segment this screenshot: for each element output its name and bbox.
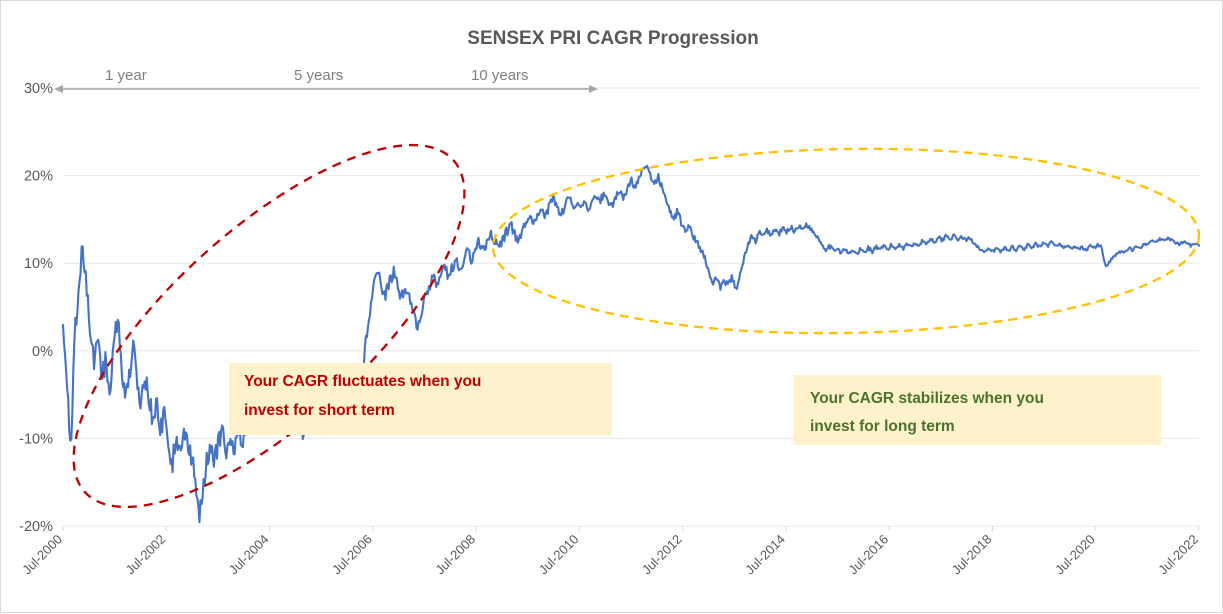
gridlines <box>63 87 1199 527</box>
y-axis-tick-label: 10% <box>24 256 53 272</box>
span-label-10-years: 10 years <box>471 67 529 84</box>
x-axis-tick-label: Jul-2010 <box>536 532 582 578</box>
long-term-callout-line2: invest for long term <box>810 418 955 435</box>
y-axis-tick-label: 20% <box>24 169 53 185</box>
long-term-callout: Your CAGR stabilizes when you invest for… <box>794 375 1161 445</box>
short-term-callout: Your CAGR fluctuates when you invest for… <box>229 363 612 435</box>
long-term-highlight-ellipse <box>491 147 1201 335</box>
x-axis-tick-label: Jul-2014 <box>742 532 788 578</box>
chart-title: SENSEX PRI CAGR Progression <box>467 28 758 49</box>
x-axis-tick-label: Jul-2006 <box>329 532 375 578</box>
x-axis-tick-label: Jul-2012 <box>639 532 685 578</box>
x-axis-labels: Jul-2000 Jul-2002 Jul-2004 Jul-2006 Jul-2008… <box>19 532 1201 578</box>
x-axis-tick-label: Jul-2002 <box>123 532 169 578</box>
data-series-line <box>61 164 1201 524</box>
span-label-1-year: 1 year <box>105 67 147 84</box>
y-axis-tick-label: -20% <box>19 519 53 535</box>
x-axis-ticks <box>62 526 1200 531</box>
x-axis-tick-label: Jul-2020 <box>1052 532 1098 578</box>
long-term-callout-line1: Your CAGR stabilizes when you <box>810 390 1044 407</box>
x-axis-tick-label: Jul-2016 <box>845 532 891 578</box>
x-axis-tick-label: Jul-2008 <box>432 532 478 578</box>
short-term-callout-bg <box>229 363 612 435</box>
x-axis-tick-label: Jul-2022 <box>1155 532 1201 578</box>
short-term-callout-line2: invest for short term <box>244 402 395 419</box>
short-term-callout-line1: Your CAGR fluctuates when you <box>244 373 481 390</box>
x-axis-tick-label: Jul-2018 <box>949 532 995 578</box>
y-axis-tick-label: 30% <box>24 81 53 97</box>
y-axis-labels: 30% 20% 10% 0% -10% -20% <box>19 81 53 535</box>
span-label-5-years: 5 years <box>294 67 343 84</box>
long-term-callout-bg <box>794 375 1161 445</box>
x-axis-tick-label: Jul-2004 <box>226 532 272 578</box>
short-term-highlight-ellipse <box>72 143 466 509</box>
timespan-arrow: 1 year 5 years 10 years <box>54 67 598 93</box>
x-axis-tick-label: Jul-2000 <box>19 532 65 578</box>
y-axis-tick-label: 0% <box>32 344 53 360</box>
y-axis-tick-label: -10% <box>19 431 53 447</box>
